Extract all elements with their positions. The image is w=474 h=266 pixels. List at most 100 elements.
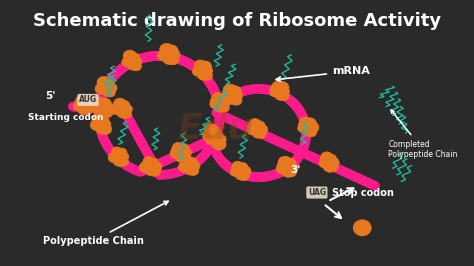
Ellipse shape [120, 109, 132, 118]
Ellipse shape [122, 57, 133, 67]
Ellipse shape [170, 149, 182, 159]
Ellipse shape [210, 99, 221, 109]
Ellipse shape [92, 113, 106, 124]
Ellipse shape [249, 119, 261, 129]
Ellipse shape [147, 158, 159, 167]
Text: Completed
Polypeptide Chain: Completed Polypeptide Chain [388, 110, 457, 159]
Ellipse shape [278, 156, 292, 168]
Ellipse shape [247, 121, 261, 133]
Ellipse shape [112, 147, 122, 156]
Ellipse shape [149, 166, 160, 176]
Ellipse shape [175, 151, 188, 162]
Ellipse shape [99, 124, 112, 135]
Ellipse shape [105, 83, 117, 93]
Ellipse shape [73, 102, 83, 111]
Ellipse shape [189, 161, 200, 171]
Ellipse shape [145, 165, 158, 176]
Ellipse shape [97, 76, 111, 88]
Ellipse shape [101, 120, 111, 128]
Ellipse shape [280, 87, 290, 95]
Ellipse shape [215, 102, 228, 113]
Ellipse shape [283, 158, 296, 169]
Ellipse shape [256, 130, 266, 138]
Ellipse shape [161, 48, 171, 57]
Ellipse shape [188, 166, 199, 176]
Ellipse shape [95, 97, 106, 106]
Ellipse shape [237, 163, 248, 172]
Ellipse shape [327, 154, 337, 163]
Ellipse shape [114, 98, 126, 109]
Ellipse shape [179, 152, 191, 163]
Ellipse shape [167, 54, 179, 65]
Ellipse shape [98, 116, 109, 125]
Ellipse shape [112, 105, 123, 115]
Ellipse shape [254, 121, 265, 130]
Ellipse shape [163, 53, 176, 65]
Ellipse shape [129, 53, 140, 62]
Ellipse shape [99, 98, 111, 109]
Ellipse shape [213, 131, 223, 140]
Ellipse shape [227, 94, 239, 105]
Ellipse shape [181, 156, 193, 166]
Ellipse shape [139, 161, 153, 173]
Ellipse shape [179, 148, 191, 158]
Ellipse shape [231, 164, 242, 173]
Ellipse shape [223, 84, 237, 96]
Ellipse shape [211, 139, 221, 148]
Ellipse shape [108, 152, 120, 163]
Ellipse shape [167, 49, 180, 60]
Text: Edu: Edu [177, 112, 254, 146]
Ellipse shape [328, 158, 339, 167]
Ellipse shape [276, 163, 289, 174]
Ellipse shape [78, 105, 90, 115]
Ellipse shape [176, 143, 190, 155]
Ellipse shape [82, 106, 92, 115]
Ellipse shape [142, 159, 153, 169]
Ellipse shape [91, 102, 105, 114]
Ellipse shape [79, 96, 92, 107]
Ellipse shape [102, 88, 112, 96]
Ellipse shape [204, 123, 217, 135]
Ellipse shape [171, 145, 184, 156]
Ellipse shape [235, 171, 246, 180]
Ellipse shape [99, 107, 109, 115]
Ellipse shape [274, 90, 287, 100]
Ellipse shape [173, 142, 184, 152]
Ellipse shape [160, 43, 173, 55]
Ellipse shape [319, 159, 330, 168]
Ellipse shape [354, 220, 371, 235]
Ellipse shape [202, 131, 214, 140]
Ellipse shape [323, 161, 337, 172]
Ellipse shape [206, 136, 216, 145]
Text: 3': 3' [290, 165, 301, 176]
Ellipse shape [119, 101, 130, 110]
Ellipse shape [305, 122, 319, 133]
Ellipse shape [105, 88, 115, 97]
Ellipse shape [98, 81, 109, 90]
Ellipse shape [286, 162, 298, 173]
Ellipse shape [232, 161, 243, 170]
Ellipse shape [91, 117, 105, 128]
Ellipse shape [143, 157, 154, 165]
Ellipse shape [303, 127, 314, 136]
Ellipse shape [205, 128, 215, 137]
Ellipse shape [299, 117, 311, 127]
Ellipse shape [238, 171, 249, 181]
Ellipse shape [130, 61, 142, 71]
Ellipse shape [74, 98, 86, 108]
Ellipse shape [231, 95, 242, 105]
Ellipse shape [298, 120, 310, 130]
Ellipse shape [95, 123, 109, 134]
Ellipse shape [181, 159, 191, 168]
Text: Stop codon: Stop codon [332, 188, 394, 198]
Ellipse shape [256, 124, 268, 135]
Text: mRNA: mRNA [276, 66, 370, 81]
Ellipse shape [278, 92, 289, 101]
Ellipse shape [321, 152, 333, 162]
Ellipse shape [247, 126, 258, 135]
Ellipse shape [306, 128, 317, 137]
Ellipse shape [206, 128, 220, 140]
Ellipse shape [231, 91, 243, 100]
Ellipse shape [298, 124, 308, 132]
Text: UAG: UAG [308, 188, 326, 197]
